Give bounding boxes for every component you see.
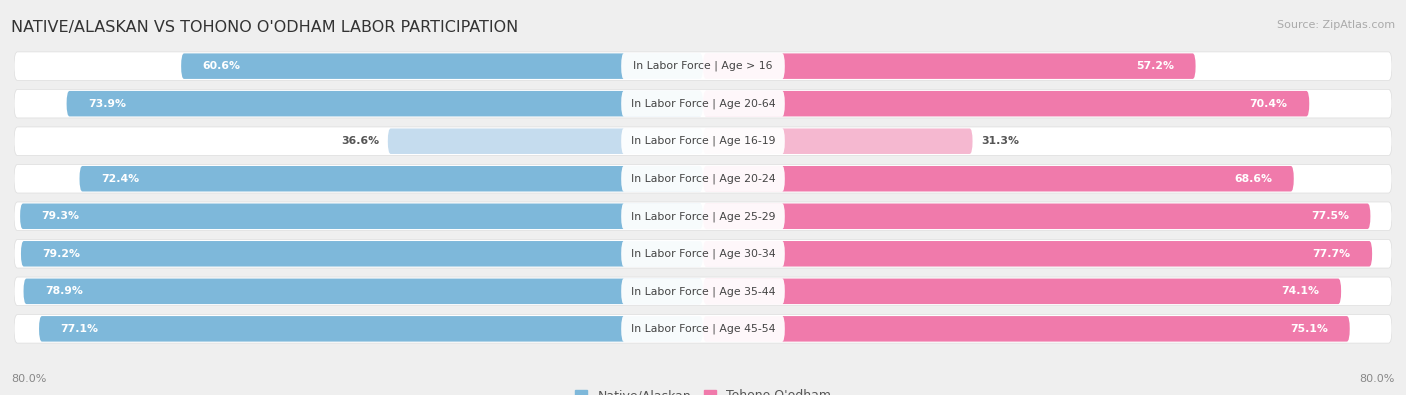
Text: 74.1%: 74.1% [1282, 286, 1320, 296]
Text: In Labor Force | Age 45-54: In Labor Force | Age 45-54 [631, 324, 775, 334]
FancyBboxPatch shape [20, 203, 703, 229]
FancyBboxPatch shape [621, 278, 785, 305]
Text: 80.0%: 80.0% [11, 374, 46, 384]
Text: 31.3%: 31.3% [981, 136, 1019, 146]
FancyBboxPatch shape [703, 241, 1372, 267]
Text: NATIVE/ALASKAN VS TOHONO O'ODHAM LABOR PARTICIPATION: NATIVE/ALASKAN VS TOHONO O'ODHAM LABOR P… [11, 20, 519, 35]
FancyBboxPatch shape [14, 239, 1392, 268]
FancyBboxPatch shape [621, 53, 785, 79]
FancyBboxPatch shape [21, 241, 703, 267]
Text: 78.9%: 78.9% [45, 286, 83, 296]
FancyBboxPatch shape [621, 90, 785, 117]
FancyBboxPatch shape [66, 91, 703, 117]
FancyBboxPatch shape [621, 241, 785, 267]
FancyBboxPatch shape [39, 316, 703, 342]
Text: 79.2%: 79.2% [42, 249, 80, 259]
Text: 77.5%: 77.5% [1310, 211, 1348, 221]
Text: 77.7%: 77.7% [1312, 249, 1351, 259]
FancyBboxPatch shape [80, 166, 703, 192]
Text: Source: ZipAtlas.com: Source: ZipAtlas.com [1277, 20, 1395, 30]
FancyBboxPatch shape [703, 278, 1341, 304]
Text: 36.6%: 36.6% [342, 136, 380, 146]
FancyBboxPatch shape [181, 53, 703, 79]
FancyBboxPatch shape [388, 128, 703, 154]
Text: 72.4%: 72.4% [101, 174, 139, 184]
Text: 73.9%: 73.9% [89, 99, 127, 109]
FancyBboxPatch shape [24, 278, 703, 304]
Text: In Labor Force | Age 16-19: In Labor Force | Age 16-19 [631, 136, 775, 147]
Text: In Labor Force | Age 25-29: In Labor Force | Age 25-29 [631, 211, 775, 222]
Text: In Labor Force | Age 35-44: In Labor Force | Age 35-44 [631, 286, 775, 297]
Text: 70.4%: 70.4% [1250, 99, 1288, 109]
FancyBboxPatch shape [14, 202, 1392, 231]
FancyBboxPatch shape [703, 166, 1294, 192]
Text: 68.6%: 68.6% [1234, 174, 1272, 184]
FancyBboxPatch shape [14, 164, 1392, 193]
Text: In Labor Force | Age 20-64: In Labor Force | Age 20-64 [631, 98, 775, 109]
FancyBboxPatch shape [14, 314, 1392, 343]
Text: 60.6%: 60.6% [202, 61, 240, 71]
Text: 80.0%: 80.0% [1360, 374, 1395, 384]
FancyBboxPatch shape [14, 89, 1392, 118]
Text: 77.1%: 77.1% [60, 324, 98, 334]
FancyBboxPatch shape [14, 52, 1392, 81]
Text: 75.1%: 75.1% [1291, 324, 1329, 334]
FancyBboxPatch shape [703, 91, 1309, 117]
Text: In Labor Force | Age 30-34: In Labor Force | Age 30-34 [631, 248, 775, 259]
FancyBboxPatch shape [703, 53, 1195, 79]
Text: In Labor Force | Age 20-24: In Labor Force | Age 20-24 [631, 173, 775, 184]
FancyBboxPatch shape [621, 128, 785, 154]
FancyBboxPatch shape [621, 316, 785, 342]
FancyBboxPatch shape [703, 316, 1350, 342]
Legend: Native/Alaskan, Tohono O'odham: Native/Alaskan, Tohono O'odham [569, 384, 837, 395]
FancyBboxPatch shape [14, 127, 1392, 156]
Text: 79.3%: 79.3% [42, 211, 80, 221]
FancyBboxPatch shape [14, 277, 1392, 306]
FancyBboxPatch shape [621, 203, 785, 229]
Text: 57.2%: 57.2% [1136, 61, 1174, 71]
FancyBboxPatch shape [703, 203, 1371, 229]
Text: In Labor Force | Age > 16: In Labor Force | Age > 16 [633, 61, 773, 71]
FancyBboxPatch shape [703, 128, 973, 154]
FancyBboxPatch shape [621, 166, 785, 192]
